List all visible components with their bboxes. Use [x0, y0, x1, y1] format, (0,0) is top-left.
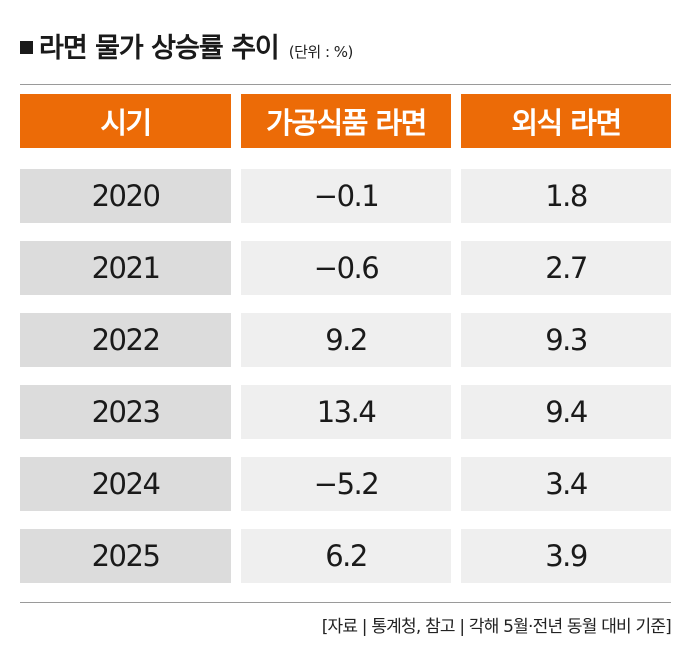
processed-value-cell: −0.1 — [241, 169, 451, 223]
table-header: 시기 가공식품 라면 외식 라면 — [20, 94, 671, 148]
unit-label: (단위 : %) — [288, 43, 354, 61]
table-row: 2022 9.2 9.3 — [20, 313, 671, 367]
year-cell: 2021 — [20, 241, 231, 295]
table-row: 2025 6.2 3.9 — [20, 529, 671, 583]
dining-value-cell: 9.3 — [461, 313, 671, 367]
table-row: 2021 −0.6 2.7 — [20, 241, 671, 295]
processed-value-cell: −5.2 — [241, 457, 451, 511]
dining-value-cell: 1.8 — [461, 169, 671, 223]
table-row: 2023 13.4 9.4 — [20, 385, 671, 439]
chart-title: 라면 물가 상승률 추이 — [39, 33, 280, 64]
dining-value-cell: 3.4 — [461, 457, 671, 511]
header-period: 시기 — [20, 94, 231, 148]
dining-value-cell: 9.4 — [461, 385, 671, 439]
year-cell: 2023 — [20, 385, 231, 439]
year-cell: 2022 — [20, 313, 231, 367]
top-rule — [20, 84, 671, 85]
square-bullet-icon — [20, 41, 33, 54]
header-dining-ramen: 외식 라면 — [461, 94, 671, 148]
dining-value-cell: 3.9 — [461, 529, 671, 583]
bottom-rule — [20, 602, 671, 603]
table-row: 2020 −0.1 1.8 — [20, 169, 671, 223]
source-note: [자료 | 통계청, 참고 | 각해 5월·전년 동월 대비 기준] — [321, 617, 672, 637]
processed-value-cell: 9.2 — [241, 313, 451, 367]
year-cell: 2025 — [20, 529, 231, 583]
processed-value-cell: 13.4 — [241, 385, 451, 439]
processed-value-cell: −0.6 — [241, 241, 451, 295]
year-cell: 2020 — [20, 169, 231, 223]
table-row: 2024 −5.2 3.4 — [20, 457, 671, 511]
year-cell: 2024 — [20, 457, 231, 511]
title-row: 라면 물가 상승률 추이 (단위 : %) — [20, 26, 353, 65]
processed-value-cell: 6.2 — [241, 529, 451, 583]
header-processed-ramen: 가공식품 라면 — [241, 94, 451, 148]
dining-value-cell: 2.7 — [461, 241, 671, 295]
